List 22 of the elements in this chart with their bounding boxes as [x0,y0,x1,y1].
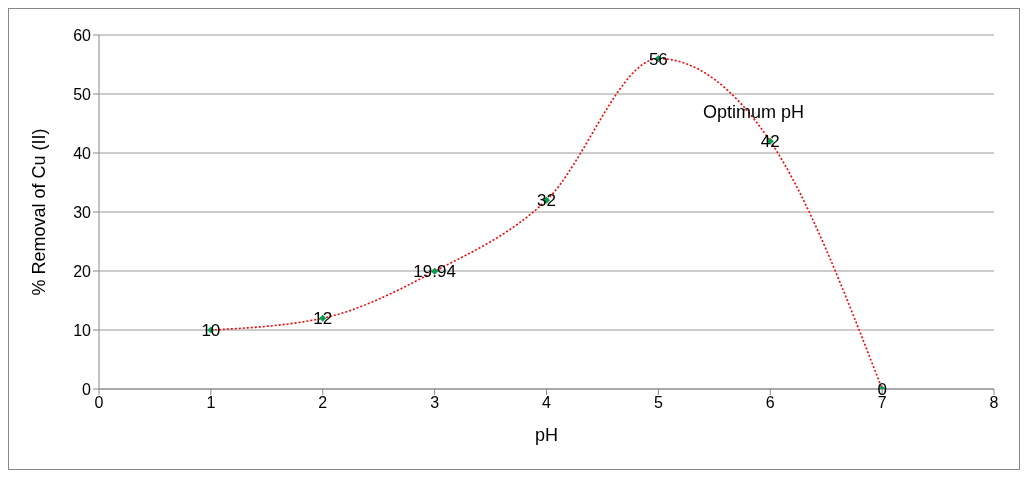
data-label: 10 [201,321,221,341]
x-tick-label: 4 [542,394,552,412]
y-tick-label: 60 [73,26,92,44]
y-tick-label: 50 [73,85,92,103]
y-axis-title: % Removal of Cu (II) [29,128,50,296]
y-tick-label: 40 [73,144,92,162]
y-tick-label: 0 [82,380,92,398]
data-label: 42 [760,132,780,152]
x-axis-title: pH [534,425,559,445]
x-tick-label: 1 [206,394,216,412]
y-tick-label: 20 [73,262,92,280]
data-label: 19.94 [413,262,456,282]
x-tick-label: 3 [430,394,440,412]
x-tick-label: 6 [765,394,775,412]
y-tick-label: 10 [73,321,92,339]
y-tick-label: 30 [73,203,92,221]
data-label: 32 [537,191,556,211]
x-tick-label: 2 [318,394,328,412]
x-tick-label: 5 [653,394,663,412]
annotation: Optimum pH [702,102,804,123]
x-tick-label: 8 [989,394,999,412]
x-tick-label: 0 [94,394,104,412]
